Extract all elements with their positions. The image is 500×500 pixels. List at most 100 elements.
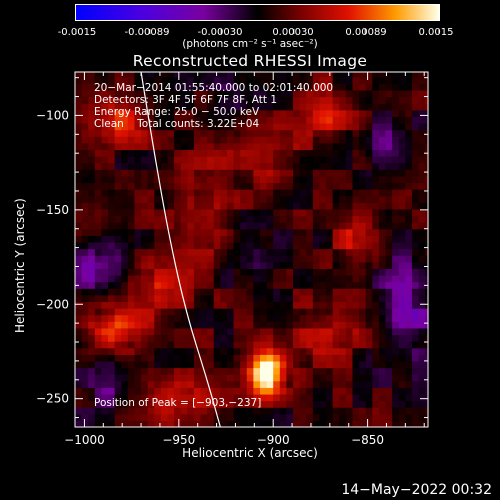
heatmap-cell (418, 129, 426, 137)
heatmap-cell (141, 202, 149, 210)
heatmap-cell (88, 393, 96, 402)
heatmap-cell (306, 89, 314, 98)
heatmap-cell (372, 261, 380, 269)
heatmap-cell (398, 294, 406, 303)
heatmap-cell (365, 261, 373, 269)
heatmap-cell (94, 228, 103, 236)
heatmap-cell (326, 103, 334, 111)
heatmap-cell (299, 103, 307, 111)
heatmap-cell (352, 202, 360, 210)
heatmap-cell (306, 274, 314, 283)
heatmap-cell (299, 122, 307, 131)
heatmap-cell (359, 281, 367, 289)
heatmap-cell (319, 182, 327, 190)
heatmap-cell (299, 327, 307, 336)
heatmap-cell (167, 129, 175, 137)
heatmap-cell (226, 407, 235, 415)
heatmap-cell (339, 208, 347, 217)
heatmap-cell (108, 96, 116, 104)
heatmap-cell (81, 195, 89, 203)
heatmap-cell (372, 281, 380, 289)
heatmap-cell (101, 400, 109, 408)
heatmap-cell (213, 235, 221, 243)
heatmap-cell (286, 354, 294, 362)
heatmap-cell (101, 301, 109, 309)
heatmap-cell (319, 175, 327, 184)
heatmap-cell (233, 354, 241, 362)
heatmap-cell (326, 255, 334, 263)
heatmap-cell (94, 142, 103, 151)
heatmap-cell (411, 281, 420, 289)
heatmap-cell (187, 420, 195, 428)
heatmap-cell (259, 136, 268, 144)
heatmap-cell (240, 367, 248, 375)
heatmap-cell (418, 400, 426, 408)
heatmap-cell (233, 189, 241, 197)
heatmap-cell (81, 248, 89, 256)
heatmap-cell (319, 109, 327, 117)
heatmap-cell (81, 72, 89, 78)
heatmap-cell (273, 103, 281, 111)
heatmap-cell (392, 202, 400, 210)
heatmap-cell (127, 109, 136, 117)
heatmap-cell (392, 288, 400, 296)
heatmap-cell (405, 122, 413, 131)
heatmap-cell (273, 420, 281, 428)
heatmap-cell (160, 162, 169, 170)
solar-limb-curve (140, 71, 221, 428)
heatmap-cell (240, 268, 248, 276)
heatmap-cell (134, 96, 142, 104)
heatmap-cell (273, 274, 281, 283)
heatmap-cell (88, 387, 96, 395)
heatmap-cell (378, 109, 387, 117)
heatmap-cell (200, 142, 208, 151)
heatmap-cell (339, 281, 347, 289)
heatmap-cell (259, 215, 268, 223)
heatmap-cell (127, 354, 136, 362)
heatmap-cell (200, 255, 208, 263)
heatmap-cell (411, 156, 420, 164)
heatmap-cell (273, 281, 281, 289)
heatmap-cell (213, 202, 221, 210)
heatmap-cell (213, 380, 221, 388)
heatmap-cell (180, 208, 188, 217)
heatmap-cell (75, 156, 83, 164)
heatmap-cell (378, 215, 387, 223)
heatmap-cell (200, 308, 208, 316)
heatmap-cell (352, 222, 360, 230)
heatmap-cell (81, 380, 89, 388)
heatmap-cell (378, 72, 387, 78)
heatmap-cell (108, 341, 116, 349)
heatmap-cell (326, 393, 334, 402)
heatmap-cell (385, 321, 393, 329)
heatmap-cell (75, 334, 83, 342)
heatmap-cell (398, 109, 406, 117)
heatmap-cell (345, 156, 354, 164)
heatmap-cell (345, 301, 354, 309)
heatmap-cell (220, 72, 228, 78)
heatmap-cell (220, 374, 228, 382)
heatmap-cell (220, 341, 228, 349)
heatmap-cell (226, 301, 235, 309)
heatmap-cell (101, 261, 109, 269)
heatmap-cell (108, 301, 116, 309)
heatmap-cell (75, 274, 83, 283)
heatmap-cell (121, 241, 129, 250)
heatmap-cell (167, 367, 175, 375)
heatmap-cell (345, 308, 354, 316)
heatmap-cell (88, 195, 96, 203)
heatmap-cell (160, 83, 169, 91)
heatmap-cell (398, 314, 406, 322)
heatmap-cell (127, 83, 136, 91)
heatmap-cell (266, 189, 274, 197)
heatmap-cell (253, 360, 261, 369)
heatmap-cell (101, 281, 109, 289)
heatmap-cell (233, 122, 241, 131)
heatmap-cell (319, 241, 327, 250)
heatmap-cell (332, 268, 340, 276)
heatmap-cell (312, 208, 321, 217)
heatmap-cell (193, 103, 202, 111)
heatmap-cell (372, 407, 380, 415)
heatmap-cell (75, 235, 83, 243)
heatmap-cell (240, 235, 248, 243)
